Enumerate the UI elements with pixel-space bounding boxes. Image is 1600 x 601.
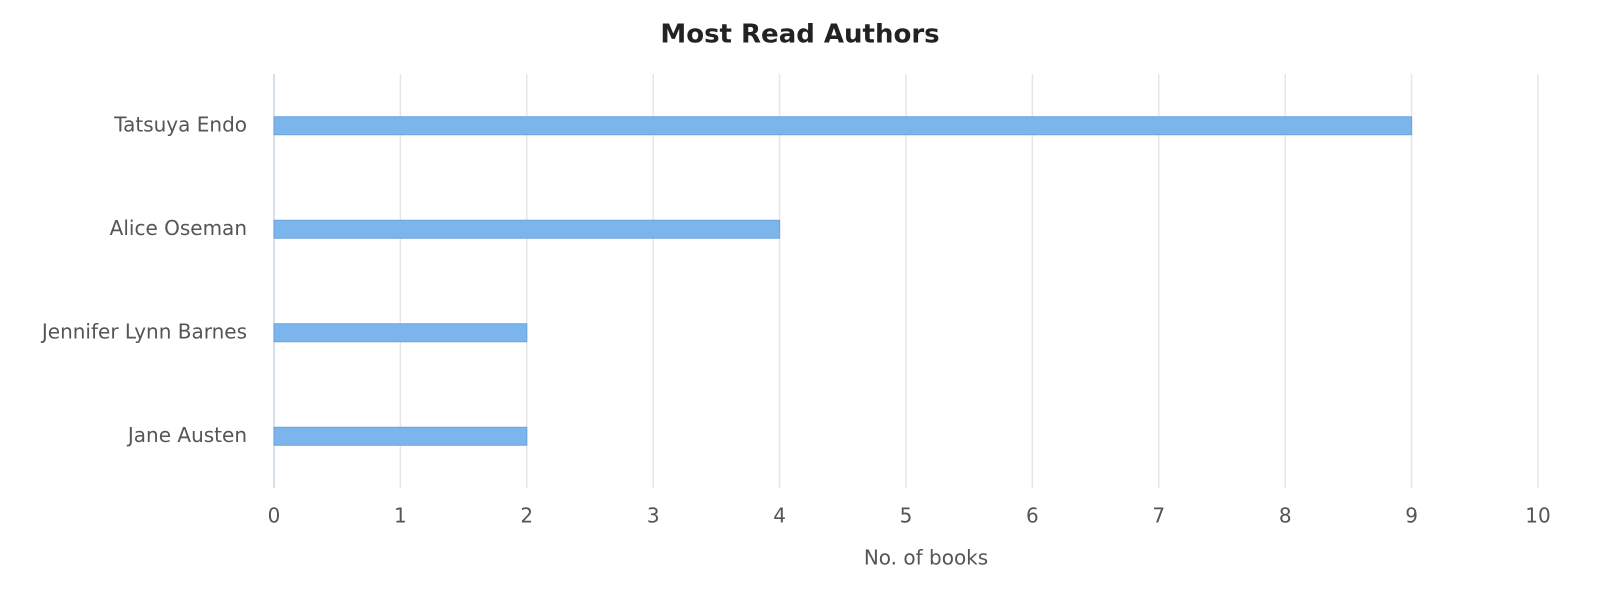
x-tick-label: 5 <box>900 504 913 528</box>
bar <box>273 116 1413 136</box>
x-tick-label: 10 <box>1525 504 1550 528</box>
y-tick-label: Jennifer Lynn Barnes <box>40 319 247 343</box>
y-tick-label: Alice Oseman <box>110 216 247 240</box>
x-tick-label: 2 <box>520 504 533 528</box>
x-tick-label: 0 <box>268 504 281 528</box>
y-tick-label: Tatsuya Endo <box>113 112 247 136</box>
y-tick-label: Jane Austen <box>126 423 247 447</box>
chart-title: Most Read Authors <box>660 20 939 50</box>
bar <box>273 219 781 239</box>
bar <box>273 323 528 343</box>
x-tick-label: 3 <box>647 504 660 528</box>
x-tick-label: 4 <box>773 504 786 528</box>
x-tick-label: 7 <box>1152 504 1165 528</box>
bar <box>273 426 528 446</box>
x-axis-label: No. of books <box>864 546 988 570</box>
x-tick-label: 9 <box>1405 504 1418 528</box>
x-tick-label: 6 <box>1026 504 1039 528</box>
x-tick-label: 1 <box>394 504 407 528</box>
x-tick-label: 8 <box>1279 504 1292 528</box>
